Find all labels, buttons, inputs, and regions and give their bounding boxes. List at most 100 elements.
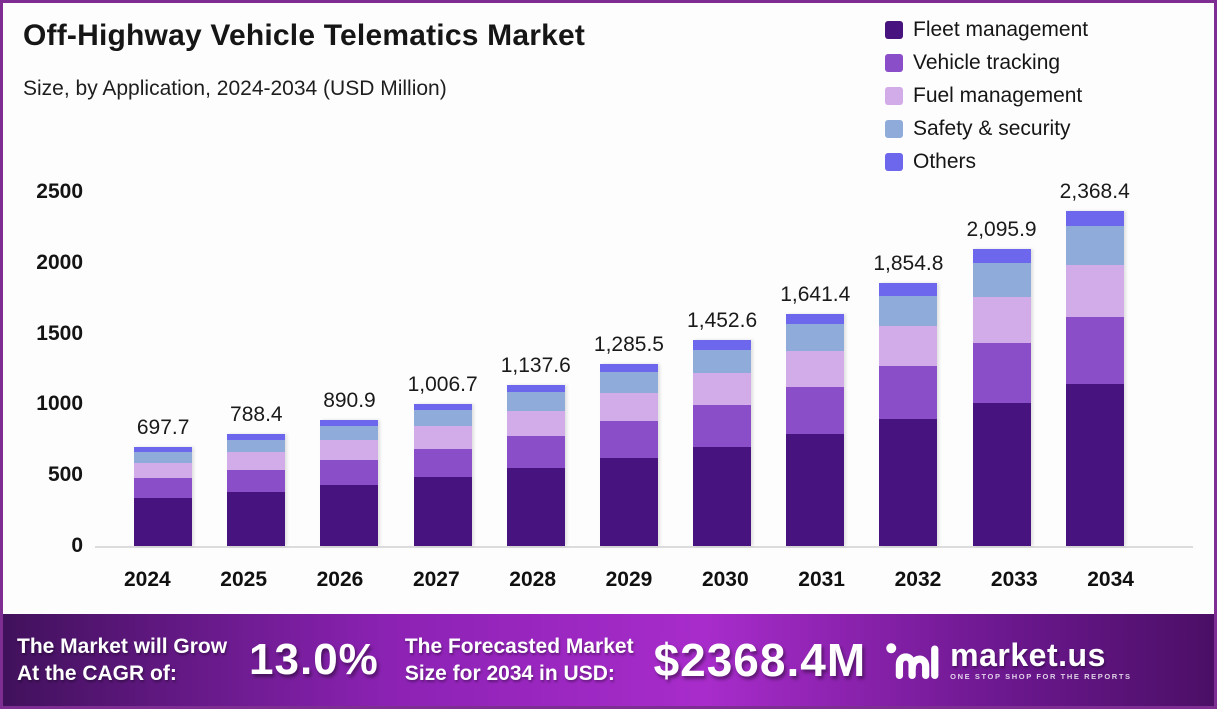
bar-segment-fuel-management [879,325,938,367]
bar-segment-vehicle-tracking [413,448,472,478]
forecast-label-line2: Size for 2034 in USD: [404,662,615,685]
bar-segment-fuel-management [413,426,472,449]
x-axis-label-2034: 2034 [1087,568,1134,591]
y-axis-tick-500: 500 [47,463,83,487]
bar-segment-others [506,384,565,393]
logo-tagline: ONE STOP SHOP FOR THE REPORTS [950,671,1132,681]
y-axis-tick-2500: 2500 [36,180,83,203]
bar-total-label-2026: 890.9 [323,388,376,412]
bar-total-label-2032: 1,854.8 [873,252,944,276]
bar-segment-fleet-management [972,402,1031,546]
bar-segment-fuel-management [134,463,193,479]
x-axis-labels: 2024 2025 2026 2027 2028 2029 2030 2031 2032 2033… [99,568,1159,592]
legend-label: Others [913,149,977,173]
legend-item-safety-security: Safety & security [885,112,1088,145]
x-axis-label-2026: 2026 [316,568,364,591]
market-us-logo: market.us ONE STOP SHOP FOR THE REPORTS [884,634,1131,686]
bar-total-label-2028: 1,137.6 [500,353,571,377]
stacked-bar-2026 [320,419,379,546]
bar-segment-vehicle-tracking [972,342,1031,403]
x-axis-label-2024: 2024 [123,568,171,591]
bar-group-2034: 2,368.4 [1060,180,1130,546]
bar-segment-vehicle-tracking [599,421,658,459]
stacked-bar-2024 [134,447,193,546]
bar-group-2031: 1,641.4 [780,283,850,546]
x-axis-label-2032: 2032 [894,568,942,591]
stacked-bar-2031 [786,313,845,546]
bar-group-2028: 1,137.6 [501,354,571,546]
bar-segment-others [693,340,752,350]
bar-segment-others [134,447,193,452]
bar-segment-others [1065,210,1124,226]
bar-segment-vehicle-tracking [879,366,938,420]
bar-segment-safety-security [599,372,658,394]
legend: Fleet management Vehicle tracking Fuel m… [885,13,1088,178]
stacked-bar-2029 [599,364,658,546]
legend-swatch-icon [885,53,903,72]
bar-segment-fleet-management [413,477,472,546]
bar-segment-safety-security [972,262,1031,297]
bar-segment-fuel-management [506,410,565,436]
bar-total-label-2027: 1,006.7 [407,372,478,396]
bar-segment-fuel-management [972,296,1031,343]
x-axis-label-2030: 2030 [701,568,749,591]
bar-segment-others [786,313,845,325]
bar-group-2025: 788.4 [227,403,286,546]
bar-total-label-2024: 697.7 [136,416,190,440]
bar-segment-fuel-management [693,373,752,406]
legend-item-fuel-management: Fuel management [885,79,1088,112]
bar-group-2026: 890.9 [320,389,379,546]
forecast-value: $2368.4M [653,634,867,686]
bar-segment-safety-security [786,324,845,351]
bar-segment-fleet-management [599,458,658,546]
bar-segment-safety-security [320,425,379,441]
bar-group-2024: 697.7 [134,416,193,546]
bar-segment-others [599,364,658,373]
bar-segment-fleet-management [506,468,565,546]
cagr-label-line2: At the CAGR of: [17,662,177,685]
bar-total-label-2030: 1,452.6 [687,309,758,333]
bar-segment-others [879,283,938,296]
bar-segment-others [972,249,1031,263]
bar-segment-safety-security [134,451,193,464]
bar-segment-vehicle-tracking [227,469,286,493]
bar-group-2027: 1,006.7 [408,373,478,546]
bar-segment-fuel-management [599,393,658,422]
x-axis-label-2031: 2031 [798,568,845,591]
legend-label: Safety & security [913,116,1071,140]
y-axis-tick-1500: 1500 [36,321,83,345]
cagr-value: 13.0% [249,635,379,684]
bar-segment-vehicle-tracking [786,386,845,434]
stacked-bar-2032 [879,283,938,546]
x-axis-label-2029: 2029 [605,568,653,591]
forecast-label: The Forecasted Market Size for 2034 in U… [405,633,634,687]
forecast-label-line1: The Forecasted Market [404,635,634,658]
bar-segment-fleet-management [320,485,379,546]
bottom-banner: The Market will Grow At the CAGR of: 13.… [3,614,1214,706]
bar-total-label-2034: 2,368.4 [1059,179,1130,203]
legend-label: Vehicle tracking [913,50,1061,74]
bar-segment-safety-security [879,295,938,326]
logo-mark-icon [886,643,939,680]
x-axis-label-2033: 2033 [990,568,1038,591]
bar-segment-safety-security [693,349,752,374]
x-axis-label-2028: 2028 [509,568,556,591]
stacked-bar-2027 [413,403,472,546]
bar-segment-others [227,434,286,440]
cagr-label-line1: The Market will Grow [17,635,228,658]
bar-total-label-2031: 1,641.4 [780,282,851,306]
chart-title: Off-Highway Vehicle Telematics Market [23,19,586,52]
bar-group-2030: 1,452.6 [687,309,757,546]
plot-area: 697.7 788.4 890.9 1,006.7 1,137.6 1,285.5 1,45… [99,180,1159,546]
bar-total-label-2033: 2,095.9 [966,218,1037,242]
bar-segment-others [320,419,379,426]
bar-segment-safety-security [413,410,472,427]
stacked-bar-2034 [1065,210,1124,546]
bar-segment-fleet-management [1065,384,1124,546]
bar-segment-vehicle-tracking [320,459,379,486]
legend-label: Fuel management [913,83,1083,107]
y-axis-tick-0: 0 [71,534,83,557]
legend-swatch-icon [885,152,903,171]
logo-text: market.us [950,636,1106,673]
